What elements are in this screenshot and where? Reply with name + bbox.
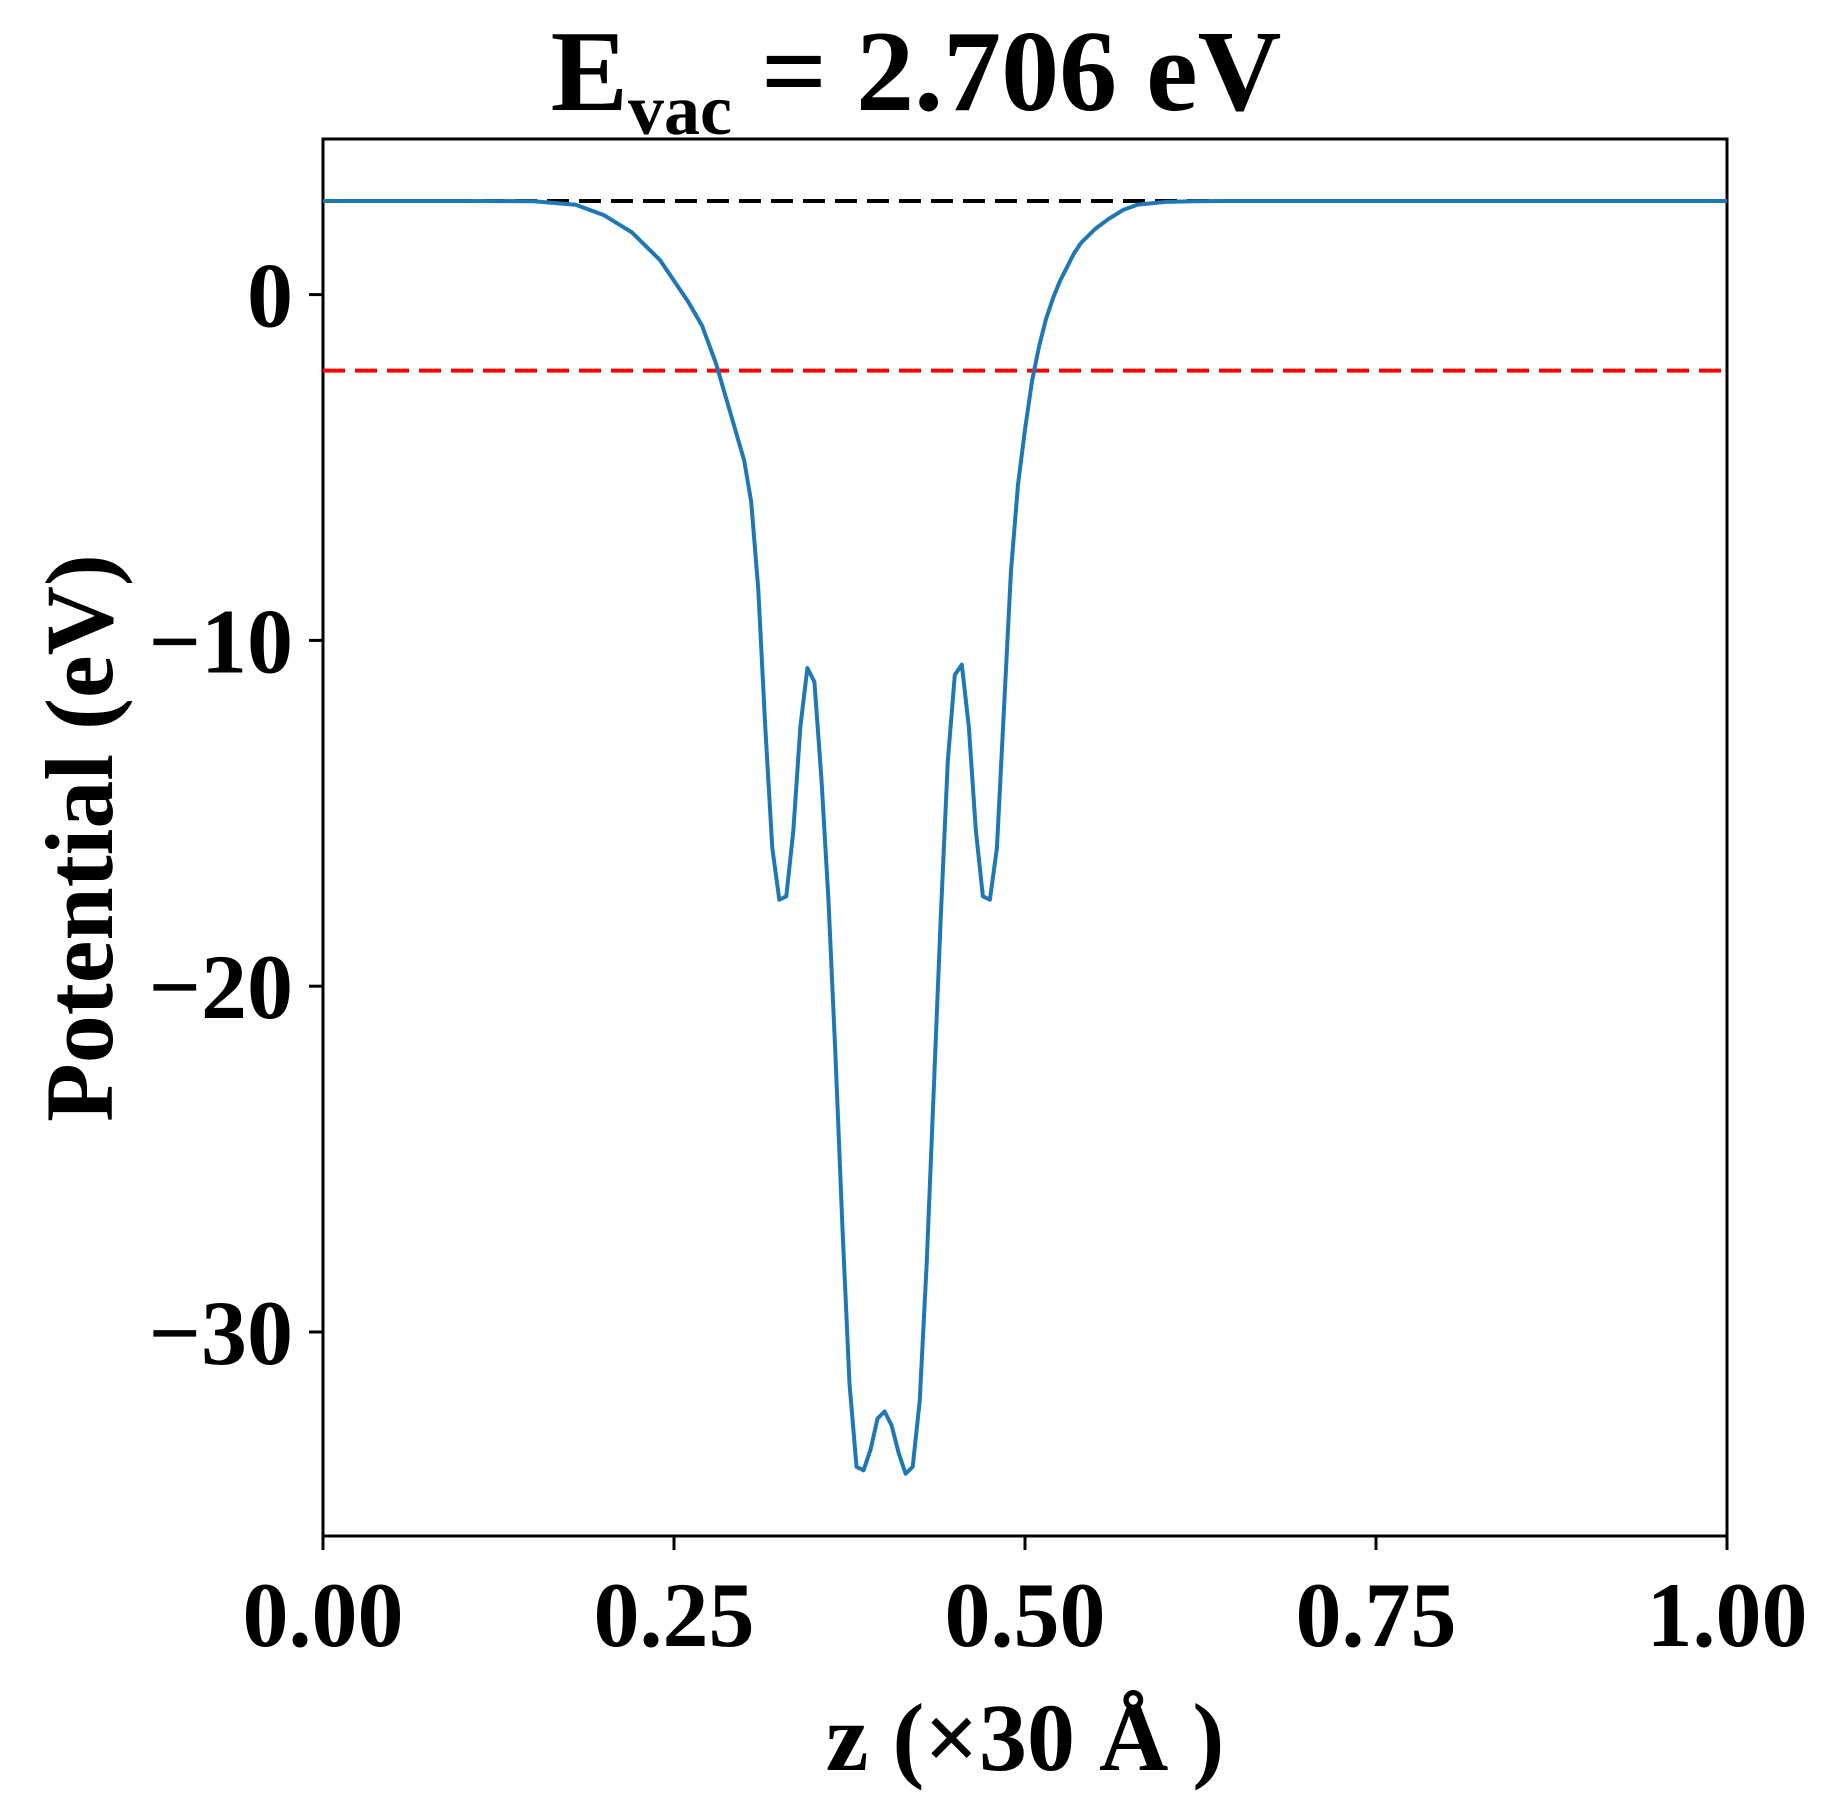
x-tick-label: 0.25 xyxy=(594,1564,755,1666)
y-tick-label: −10 xyxy=(149,590,293,692)
y-tick-label: 0 xyxy=(247,245,293,347)
x-tick-label: 1.00 xyxy=(1647,1564,1808,1666)
chart-title: Evac = 2.706 eV xyxy=(551,8,1282,150)
series-group xyxy=(323,199,1727,1476)
y-tick-label: −20 xyxy=(149,936,293,1038)
title-subscript: vac xyxy=(628,70,732,150)
y-axis-ticks: 0 −10 −20 −30 xyxy=(149,245,323,1384)
x-tick-label: 0.00 xyxy=(243,1564,404,1666)
title-main: E xyxy=(551,8,628,136)
plot-area xyxy=(321,137,1729,1538)
x-tick-label: 0.50 xyxy=(945,1564,1106,1666)
title-rest: = 2.706 eV xyxy=(732,8,1281,136)
series-line-0 xyxy=(323,199,1727,1476)
x-tick-label: 0.75 xyxy=(1296,1564,1457,1666)
x-axis-ticks: 0.00 0.25 0.50 0.75 1.00 xyxy=(243,1536,1808,1666)
x-axis-label: z (×30 Å ) xyxy=(826,1684,1225,1791)
y-axis-label: Potential (eV) xyxy=(26,554,133,1122)
y-tick-label: −30 xyxy=(149,1282,293,1384)
